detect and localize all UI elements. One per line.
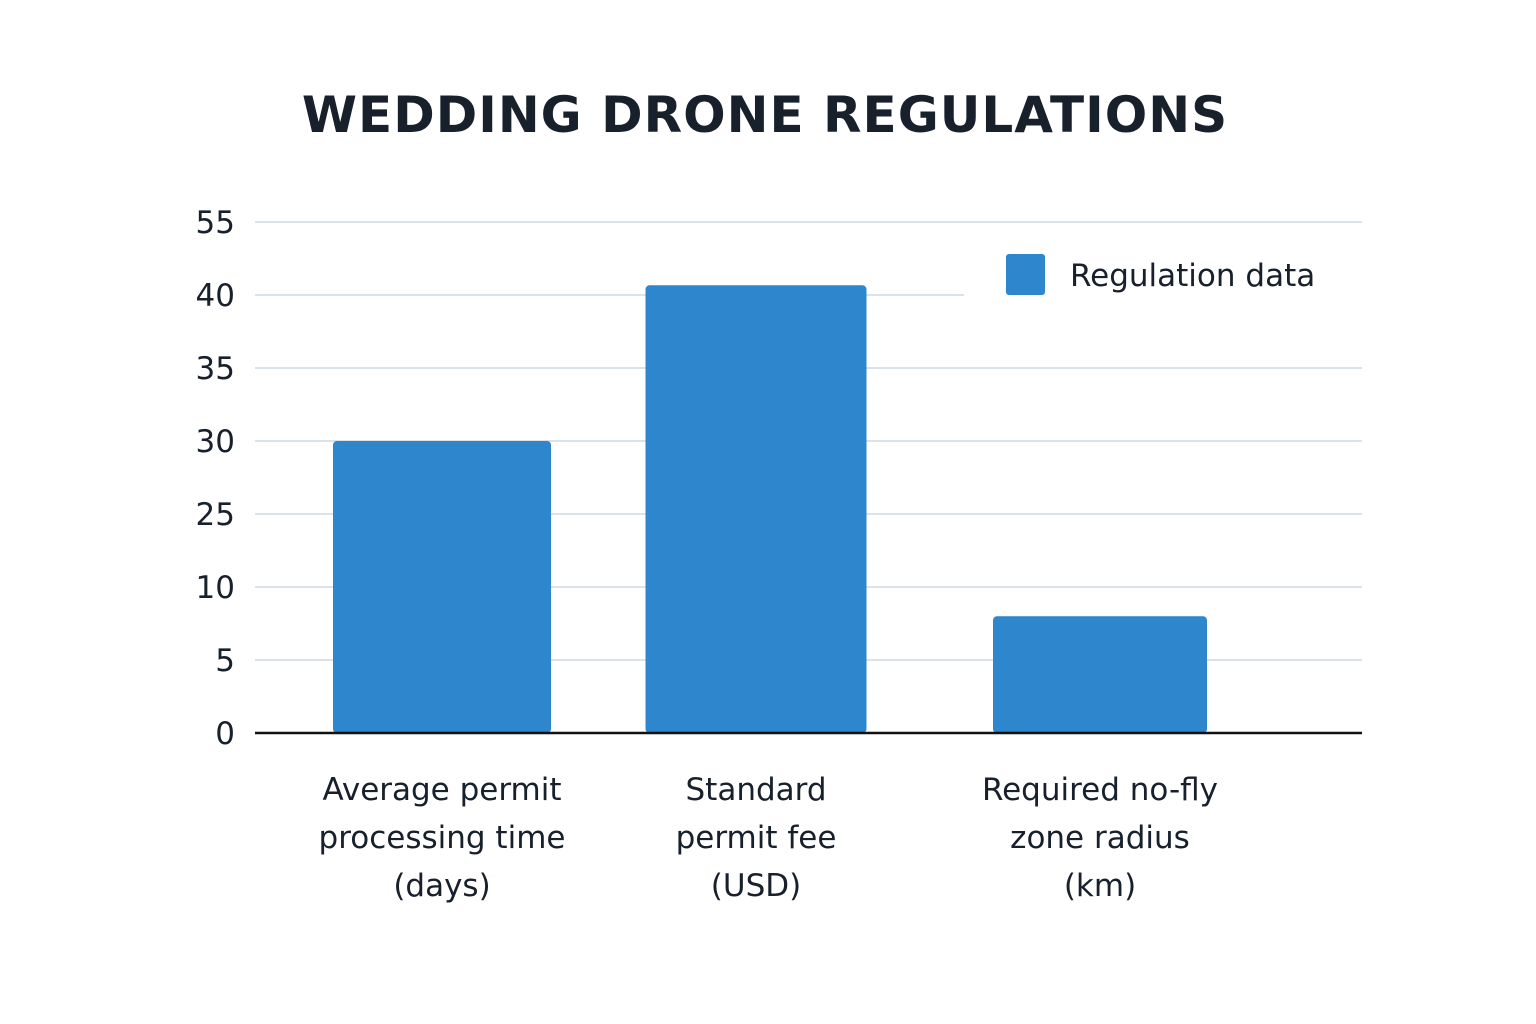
legend-label: Regulation data — [1070, 258, 1315, 294]
chart-title: WEDDING DRONE REGULATIONS — [301, 86, 1229, 144]
bars — [333, 285, 1207, 733]
y-tick-label: 35 — [196, 351, 235, 387]
bar — [993, 616, 1207, 733]
legend-swatch — [1006, 254, 1045, 295]
x-category-label-line: Average permit — [322, 772, 561, 808]
y-tick-label: 10 — [196, 570, 235, 606]
y-tick-label: 0 — [215, 716, 235, 752]
x-category-label-line: processing time — [319, 820, 566, 856]
x-category-label-line: zone radius — [1010, 820, 1190, 856]
x-category-label-line: (USD) — [711, 868, 801, 904]
x-category-label-line: (km) — [1064, 868, 1136, 904]
x-category-label: Required no-fly zone radius (km) — [982, 772, 1218, 904]
y-tick-label: 40 — [196, 278, 235, 314]
x-category-label-line: (days) — [393, 868, 490, 904]
x-category-label: Average permit processing time (days) — [319, 772, 566, 904]
x-category-label-line: permit fee — [676, 820, 837, 856]
x-category-label-line: Required no-fly — [982, 772, 1218, 808]
x-category-label-line: Standard — [685, 772, 826, 808]
y-tick-label: 5 — [215, 643, 235, 679]
x-category-label: Standard permit fee (USD) — [676, 772, 837, 904]
bar — [333, 441, 551, 733]
axis-labels: 0 5 10 25 30 35 40 55 Average permit processing t… — [196, 205, 1218, 904]
bar — [645, 285, 867, 733]
legend: Regulation data — [964, 240, 1362, 314]
y-tick-label: 30 — [196, 424, 235, 460]
y-tick-label: 25 — [196, 497, 235, 533]
y-tick-label: 55 — [196, 205, 235, 241]
